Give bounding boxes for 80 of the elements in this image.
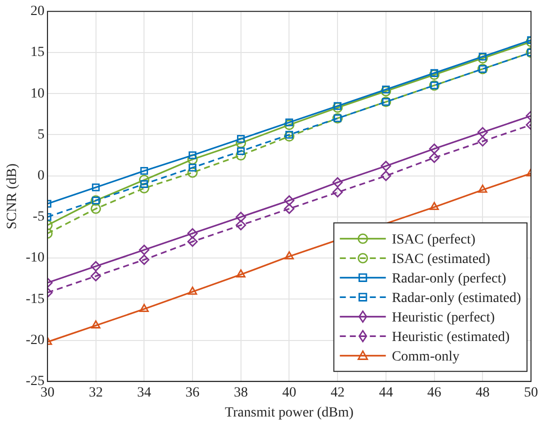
y-tick-label: 20 (30, 4, 44, 20)
point (478, 52, 487, 61)
x-tick-label: 30 (40, 385, 54, 400)
point (332, 177, 343, 188)
x-tick-label: 36 (186, 385, 200, 400)
y-tick-label: -15 (26, 292, 44, 307)
point (187, 236, 198, 247)
point (236, 134, 245, 143)
point (380, 170, 392, 182)
y-tick-label: -5 (32, 210, 44, 225)
y-tick-label: -20 (26, 332, 44, 348)
point (429, 152, 440, 163)
legend-label: Comm-only (392, 349, 460, 364)
x-tick-label: 46 (427, 385, 442, 400)
y-tick-label: 0 (37, 168, 44, 184)
point (380, 160, 392, 172)
point (91, 320, 100, 328)
x-tick-label: 50 (524, 385, 538, 400)
point (478, 184, 488, 193)
x-axis-title: Transmit power (dBm) (224, 405, 354, 420)
point (284, 131, 294, 142)
point (90, 204, 102, 214)
point (477, 127, 488, 138)
point (92, 183, 100, 192)
point (430, 69, 438, 77)
legend-label: Heuristic (estimated) (392, 330, 510, 345)
x-tick-label: 40 (282, 385, 296, 400)
point (430, 202, 439, 210)
y-tick-label: 5 (37, 127, 44, 142)
legend-label: ISAC (estimated) (392, 252, 491, 267)
point (236, 138, 246, 148)
point (334, 102, 342, 110)
point (380, 86, 392, 96)
point (285, 118, 294, 126)
point (187, 228, 198, 239)
point (138, 182, 150, 194)
point (90, 270, 102, 282)
point (332, 102, 343, 113)
point (90, 261, 102, 272)
point (332, 187, 343, 198)
point (138, 244, 150, 256)
x-tick-label: 38 (234, 385, 248, 400)
point (285, 130, 294, 139)
point (236, 150, 246, 160)
point (187, 167, 198, 178)
point (284, 195, 294, 206)
point (188, 164, 196, 172)
legend-label: ISAC (perfect) (392, 232, 476, 248)
x-tick-label: 32 (88, 385, 103, 400)
point (188, 151, 196, 160)
x-tick-label: 48 (476, 385, 490, 400)
x-tick-label: 34 (137, 385, 152, 400)
point (284, 251, 294, 260)
point (236, 212, 246, 222)
point (236, 147, 245, 156)
point (140, 180, 148, 188)
point (138, 174, 150, 186)
point (187, 154, 198, 165)
y-axis-title: SCNR (dB) (5, 163, 20, 230)
point (236, 220, 246, 230)
point (429, 144, 440, 154)
point (284, 204, 294, 214)
point (236, 269, 246, 278)
point (284, 120, 294, 130)
y-tick-label: -10 (26, 250, 44, 266)
x-tick-label: 42 (330, 385, 345, 400)
point (138, 254, 150, 265)
point (188, 286, 198, 295)
x-tick-label: 44 (378, 385, 393, 400)
point (382, 86, 390, 94)
y-tick-label: 10 (30, 86, 44, 102)
point (477, 53, 488, 64)
y-tick-label: 15 (30, 45, 44, 60)
legend-label: Heuristic (perfect) (392, 310, 496, 326)
point (140, 304, 149, 312)
legend-label: Radar-only (perfect) (392, 271, 507, 286)
point (429, 70, 440, 80)
point (140, 167, 148, 175)
legend-label: Radar-only (estimated) (392, 290, 522, 306)
point (477, 136, 488, 147)
